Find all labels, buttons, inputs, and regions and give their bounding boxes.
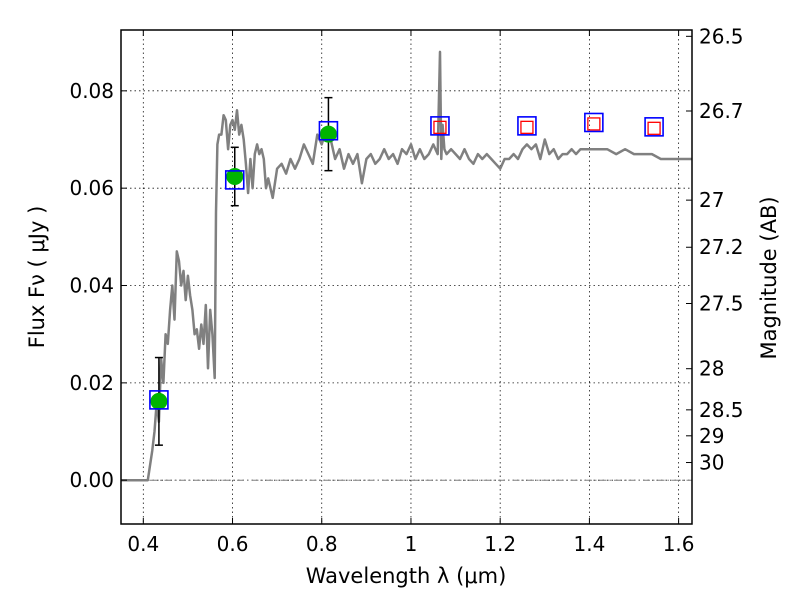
y-tick-label: 0.04 <box>69 274 114 298</box>
magnitude-tick-label: 27.2 <box>699 235 744 259</box>
tick-layer: 0.4 0.6 0.8 1 1.2 1.4 1.6 0.00 0.02 0.04 0.06 0.08 2… <box>69 24 743 556</box>
y-axis-label: Flux Fν ( μJy ) <box>25 206 49 349</box>
model-box <box>318 120 339 141</box>
sed-line-layer <box>121 50 692 482</box>
x-tick-label: 0.6 <box>217 532 249 556</box>
model-box <box>430 116 450 136</box>
observed-point <box>319 125 337 143</box>
magnitude-tick-label: 26.7 <box>699 99 744 123</box>
magnitude-axis-label: Magnitude (AB) <box>757 196 781 359</box>
x-axis-label: Wavelength λ (μm) <box>306 564 507 588</box>
upper-limit-box <box>587 117 601 131</box>
magnitude-tick-label: 29 <box>699 424 724 448</box>
x-tick-label: 0.4 <box>127 532 159 556</box>
y-tick-label: 0.02 <box>69 371 114 395</box>
x-tick-label: 1.2 <box>484 532 516 556</box>
magnitude-tick-label: 27 <box>699 188 724 212</box>
model-box <box>517 116 537 136</box>
marker-layer <box>149 96 664 446</box>
sed-model-line <box>121 50 692 482</box>
model-box <box>224 170 245 190</box>
y-tick-label: 0.06 <box>69 176 114 200</box>
model-box <box>644 117 664 137</box>
magnitude-tick-label: 28 <box>699 357 724 381</box>
upper-limit-box <box>520 120 534 134</box>
x-tick-label: 1.6 <box>663 532 695 556</box>
magnitude-tick-label: 30 <box>699 451 724 475</box>
x-tick-label: 1.4 <box>573 532 605 556</box>
magnitude-tick-label: 27.5 <box>699 291 744 315</box>
grid-layer <box>121 30 692 524</box>
x-tick-label: 1 <box>405 532 418 556</box>
magnitude-tick-label: 26.5 <box>699 24 744 48</box>
magnitude-tick-label: 28.5 <box>699 398 744 422</box>
upper-limit-box <box>433 120 447 134</box>
y-tick-label: 0.00 <box>69 468 114 492</box>
upper-limit-box <box>647 121 661 135</box>
x-tick-label: 0.8 <box>306 532 338 556</box>
observed-point <box>150 392 168 410</box>
model-box <box>149 390 169 410</box>
observed-point <box>226 167 244 185</box>
model-box <box>584 112 604 133</box>
y-tick-label: 0.08 <box>69 79 114 103</box>
plot-frame <box>120 29 693 525</box>
